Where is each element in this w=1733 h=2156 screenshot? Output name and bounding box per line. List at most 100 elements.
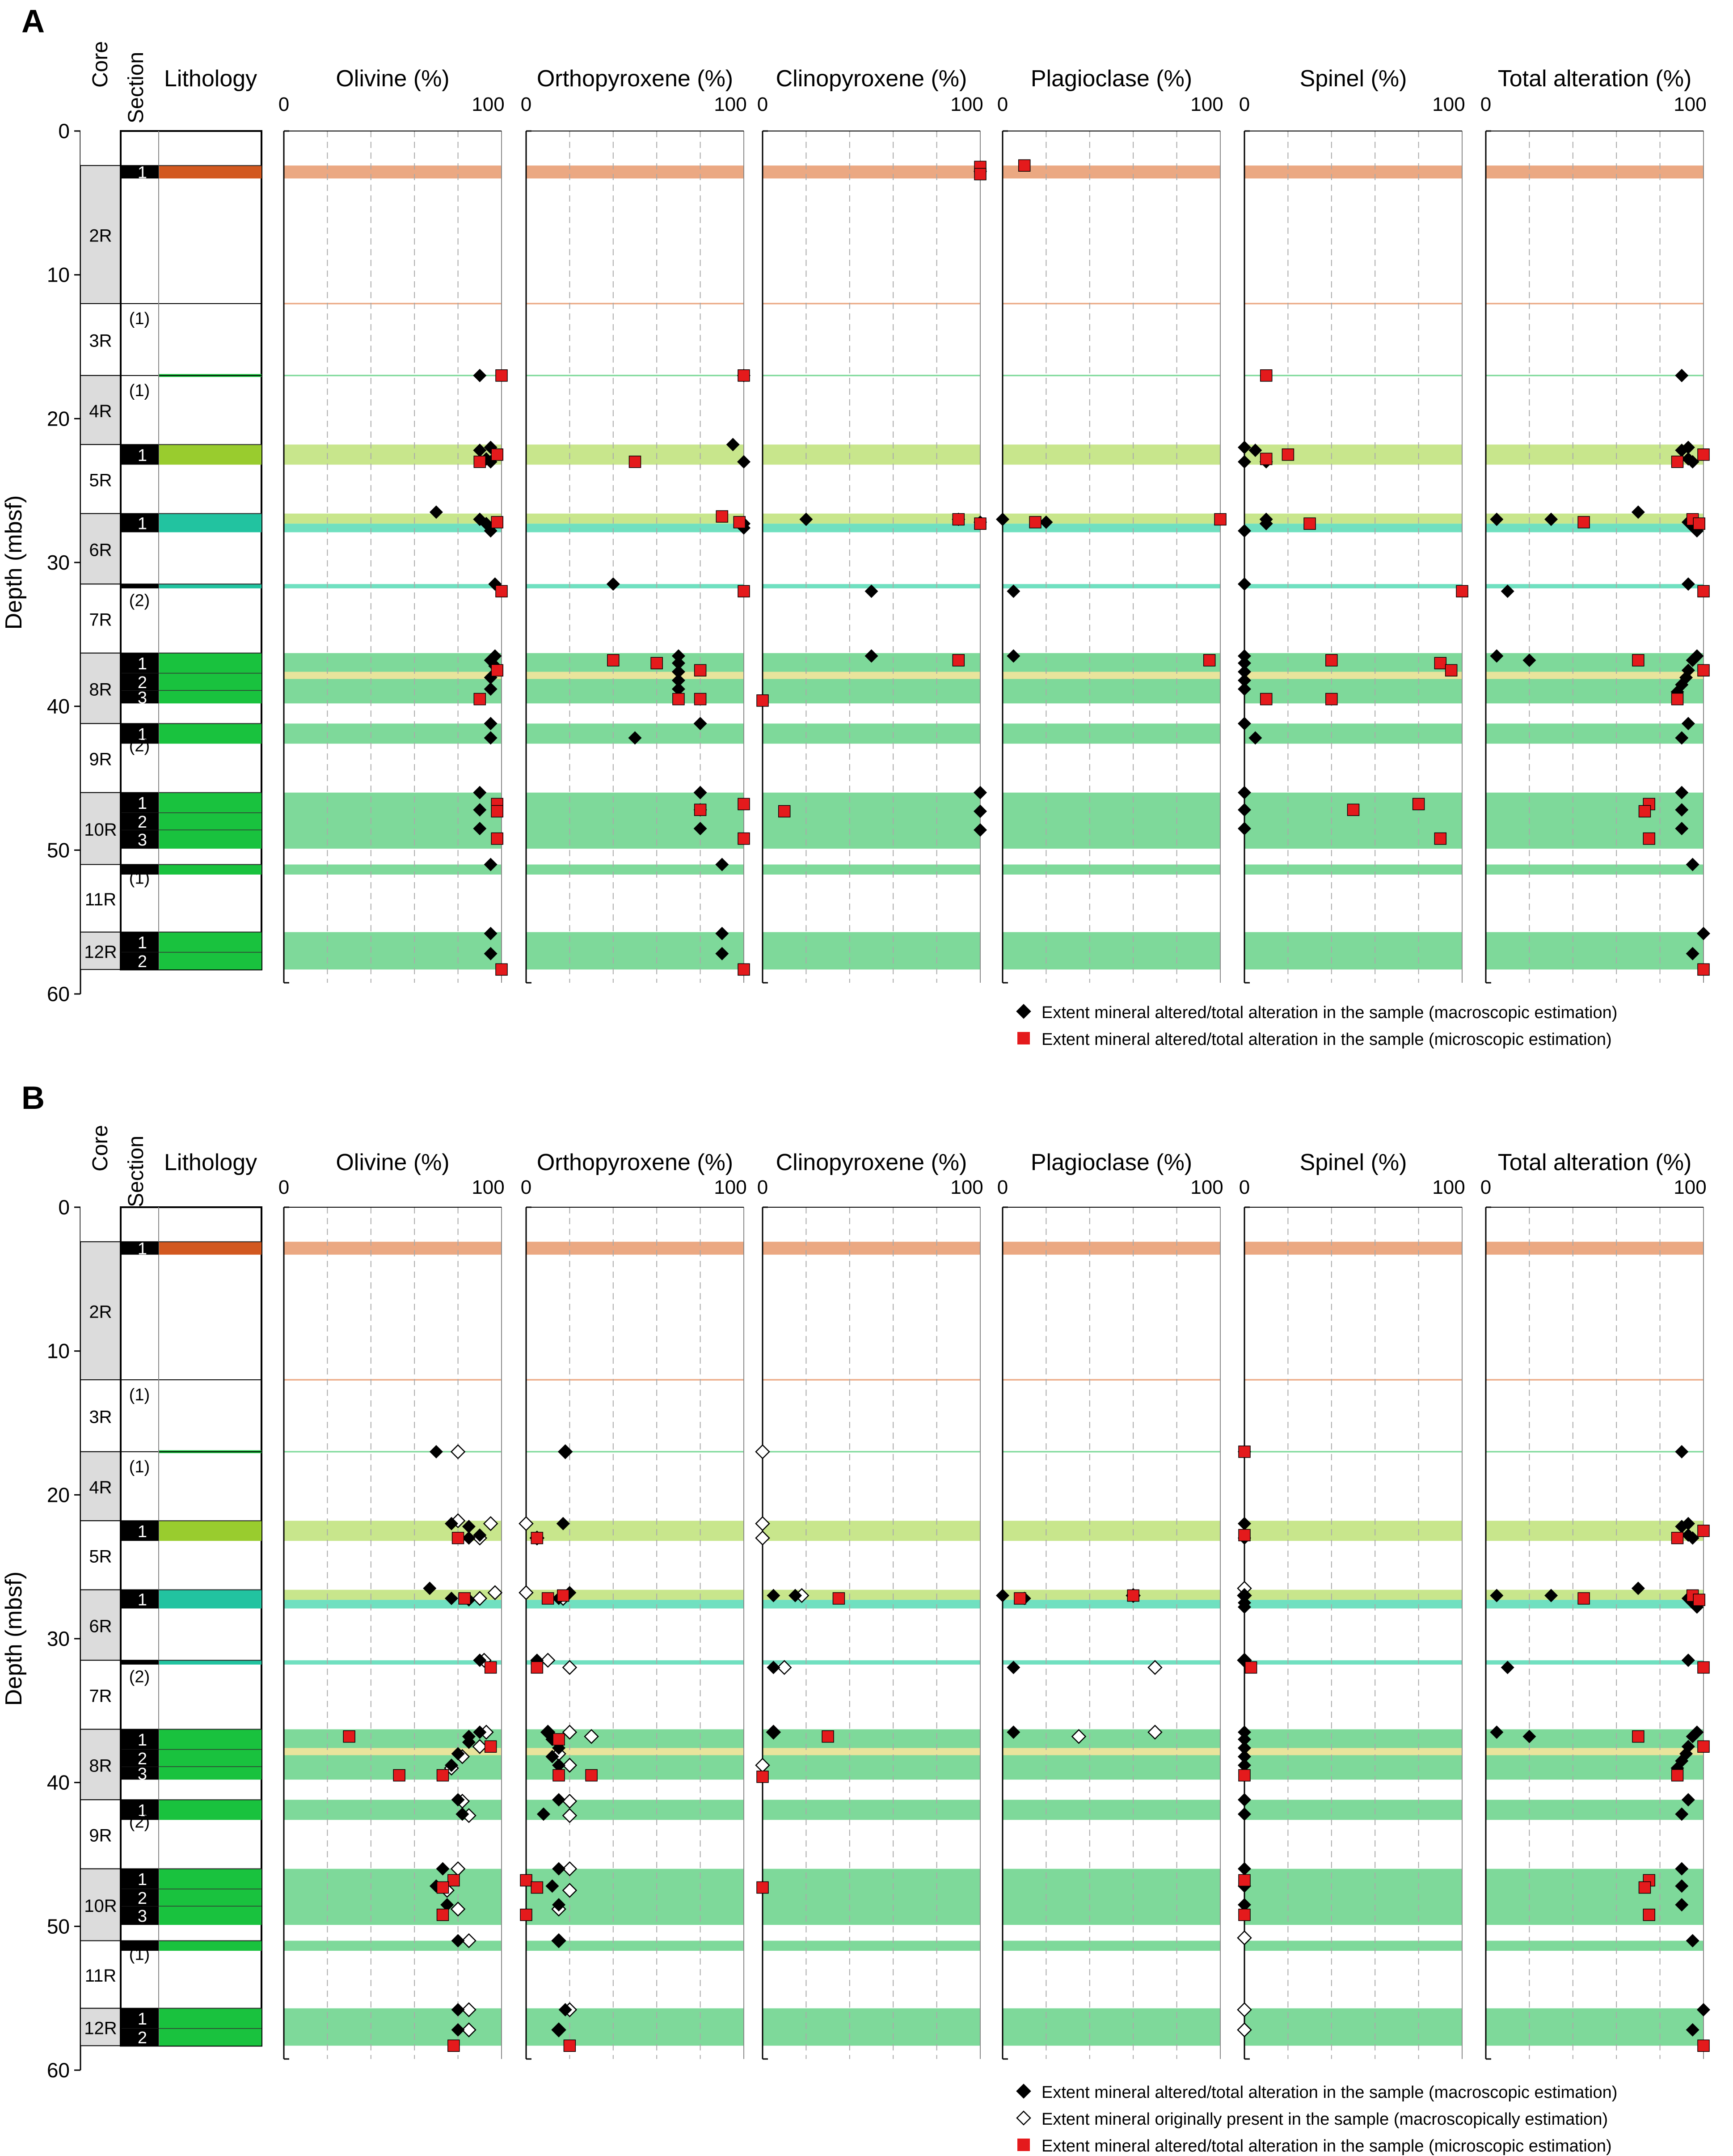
lithology-interval [159,1940,261,1951]
macro-diamond-point [1681,577,1695,591]
open-diamond-point [584,1729,599,1744]
macro-diamond-point [1686,1934,1699,1948]
micro-square-point [491,664,504,676]
macro-diamond-point [1697,2003,1710,2016]
section-label: 1 [138,794,147,813]
mineral-column: Olivine (%) 0 100 [278,66,508,984]
macro-diamond-point [451,1747,465,1761]
lithology-interval [159,513,261,533]
open-diamond-point [472,1591,488,1606]
micro-square-point [531,1532,544,1544]
lithology-band [1486,2008,1703,2046]
micro-square-point [694,803,707,816]
lithology-band [284,1660,502,1665]
core-label: 8R [89,680,112,699]
macro-diamond-point [1238,803,1251,817]
x-tick-label: 100 [714,93,746,115]
lithology-band [1486,513,1703,524]
depth-tick-label: 40 [47,695,70,718]
micro-square-point [491,805,504,818]
micro-square-point [436,1881,449,1894]
lithology-band [1486,1590,1703,1600]
core-blank [80,131,121,166]
section-label: 2 [138,1889,147,1908]
lithology-band [284,444,502,465]
lithology-interval [159,864,261,875]
micro-square-point [552,1733,565,1746]
depth-tick-label: 60 [47,982,70,1006]
micro-square-point [1244,1661,1257,1674]
lithology-band [763,1869,980,1925]
macro-diamond-point [1007,649,1020,663]
macro-diamond-point [462,1520,476,1534]
macro-diamond-point [671,649,685,663]
macro-diamond-point [715,926,729,940]
depth-tick-label: 50 [47,838,70,862]
macro-diamond-point [473,1528,487,1542]
section-count-note: (1) [129,1945,150,1964]
mineral-column: Spinel (%) 0 100 [1237,1150,1465,2060]
macro-diamond-point [1238,1600,1251,1614]
lithology-band [1003,2008,1220,2046]
legend-marker-diamond [1016,1004,1031,1019]
micro-square-point [607,654,620,667]
macro-diamond-point [473,1725,487,1739]
section-box [121,1590,159,1609]
lithology-band [1003,1660,1220,1665]
micro-square-point [1238,1446,1251,1458]
macro-diamond-point [1238,1898,1251,1912]
depth-axis: 0 10 20 30 40 50 60 Depth (mbsf) [1,119,81,1006]
micro-square-point [1214,513,1227,526]
macro-diamond-point [1501,1661,1514,1674]
section-box [121,812,159,830]
lithology-band [284,932,502,970]
macro-diamond-point [1238,656,1251,670]
lithology-band [1244,1800,1462,1820]
core-label: 2R [89,1302,112,1322]
section-box [121,952,159,970]
macro-diamond-point [1007,1725,1020,1739]
lithology-band [526,513,744,524]
section-count-note: (2) [129,592,150,610]
lithology-band [1244,165,1462,179]
section-count-note: (1) [129,1458,150,1476]
section-label: 3 [138,831,147,850]
macro-diamond-point [767,1589,780,1602]
section-label: 2 [138,673,147,692]
lithology-band [526,524,744,533]
lithology-band [526,1451,744,1453]
section-box [121,165,159,179]
x-tick-label: 0 [1480,93,1491,115]
lithology-band [1244,1940,1462,1951]
legend-label: Extent mineral originally present in the… [1041,2110,1608,2129]
micro-square-point [1456,585,1468,598]
section-count-note: (1) [129,1386,150,1404]
macro-diamond-point [429,1445,443,1458]
x-tick-label: 100 [1190,93,1223,115]
macro-diamond-point [552,1934,566,1948]
micro-square-point [778,805,791,818]
macro-diamond-point [484,731,498,745]
micro-square-point [756,694,769,707]
depth-tick-label: 50 [47,1915,70,1938]
lithology-band [526,1660,744,1665]
micro-square-point [495,369,508,382]
lithology-band [1003,932,1220,970]
lithology-band [284,1600,502,1609]
micro-square-point [1671,693,1684,706]
lithology-band [763,1521,980,1541]
micro-square-point [1632,654,1644,667]
lithology-band [284,1869,502,1925]
lithology-band [763,1242,980,1255]
macro-diamond-point [1675,1520,1689,1534]
lithology-band [1003,1748,1220,1755]
open-diamond-point [776,1660,792,1675]
macro-diamond-point [1490,649,1504,663]
lithology-band [1486,1379,1703,1381]
lithology-band [1003,524,1220,533]
macro-diamond-point [1238,1725,1251,1739]
macro-diamond-point [1248,444,1262,457]
micro-square-point [733,516,746,528]
micro-square-point [952,654,965,667]
micro-square-point [974,168,987,181]
